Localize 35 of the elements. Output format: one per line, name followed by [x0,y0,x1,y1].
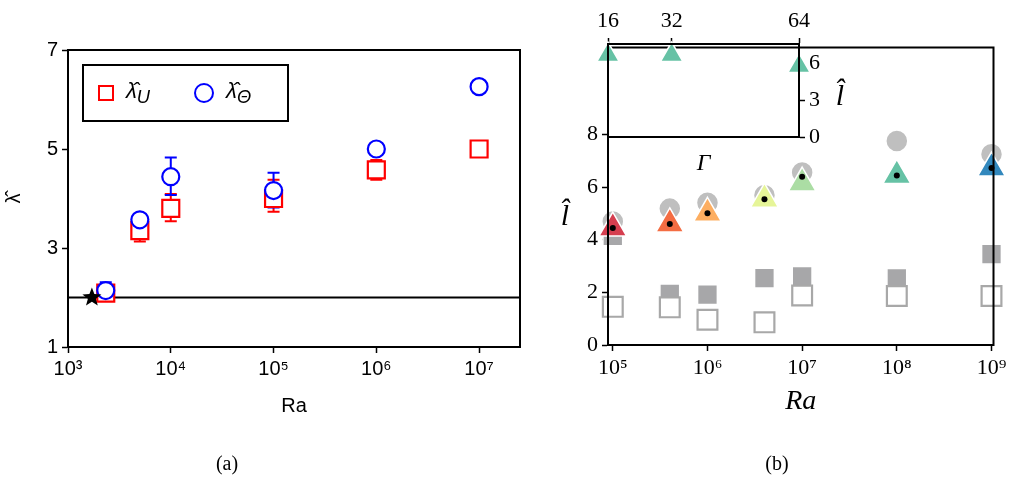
x-tick-label: 10⁷ [464,356,494,379]
x-tick-label: 10⁵ [258,356,289,379]
x-axis-title: Γ [695,148,712,175]
x-tick-label: 32 [660,6,683,32]
y-tick-label: 0 [587,330,598,356]
text: (a) [215,451,239,475]
y-tick-label: 8 [587,120,598,146]
text: (b) [765,451,789,475]
x-axis-title: Ra [784,383,817,415]
x-tick-label: 64 [788,6,810,32]
x-tick-label: 10⁶ [361,356,392,379]
y-axis-title: l̂ [835,78,845,112]
y-tick-label: 4 [587,225,598,251]
y-tick-label: 3 [46,235,58,258]
x-tick-label: 10⁸ [881,353,912,379]
legend-label: λ̂$_{Θ}$ [226,78,252,109]
x-tick-label: 10⁷ [787,353,817,379]
x-tick-label: 10⁴ [155,356,187,379]
y-tick-label: 6 [809,49,820,75]
x-axis-title: Ra [281,393,308,416]
x-tick-label: 10⁵ [597,353,628,379]
legend-label: λ̂$_{U}$ [126,78,151,109]
y-tick-label: 1 [46,334,58,357]
y-tick-label: 0 [809,122,820,148]
y-axis-title: λ̂ [1,189,24,204]
x-tick-label: 10³ [53,356,83,379]
y-tick-label: 5 [46,136,58,159]
x-tick-label: 16 [597,6,619,32]
y-axis-title: l̂ [560,198,570,232]
x-tick-label: 10⁶ [692,353,723,379]
y-tick-label: 6 [587,172,598,198]
y-tick-label: 3 [809,86,820,112]
y-tick-label: 7 [46,37,58,60]
x-tick-label: 10⁹ [976,353,1007,379]
y-tick-label: 2 [587,278,598,304]
